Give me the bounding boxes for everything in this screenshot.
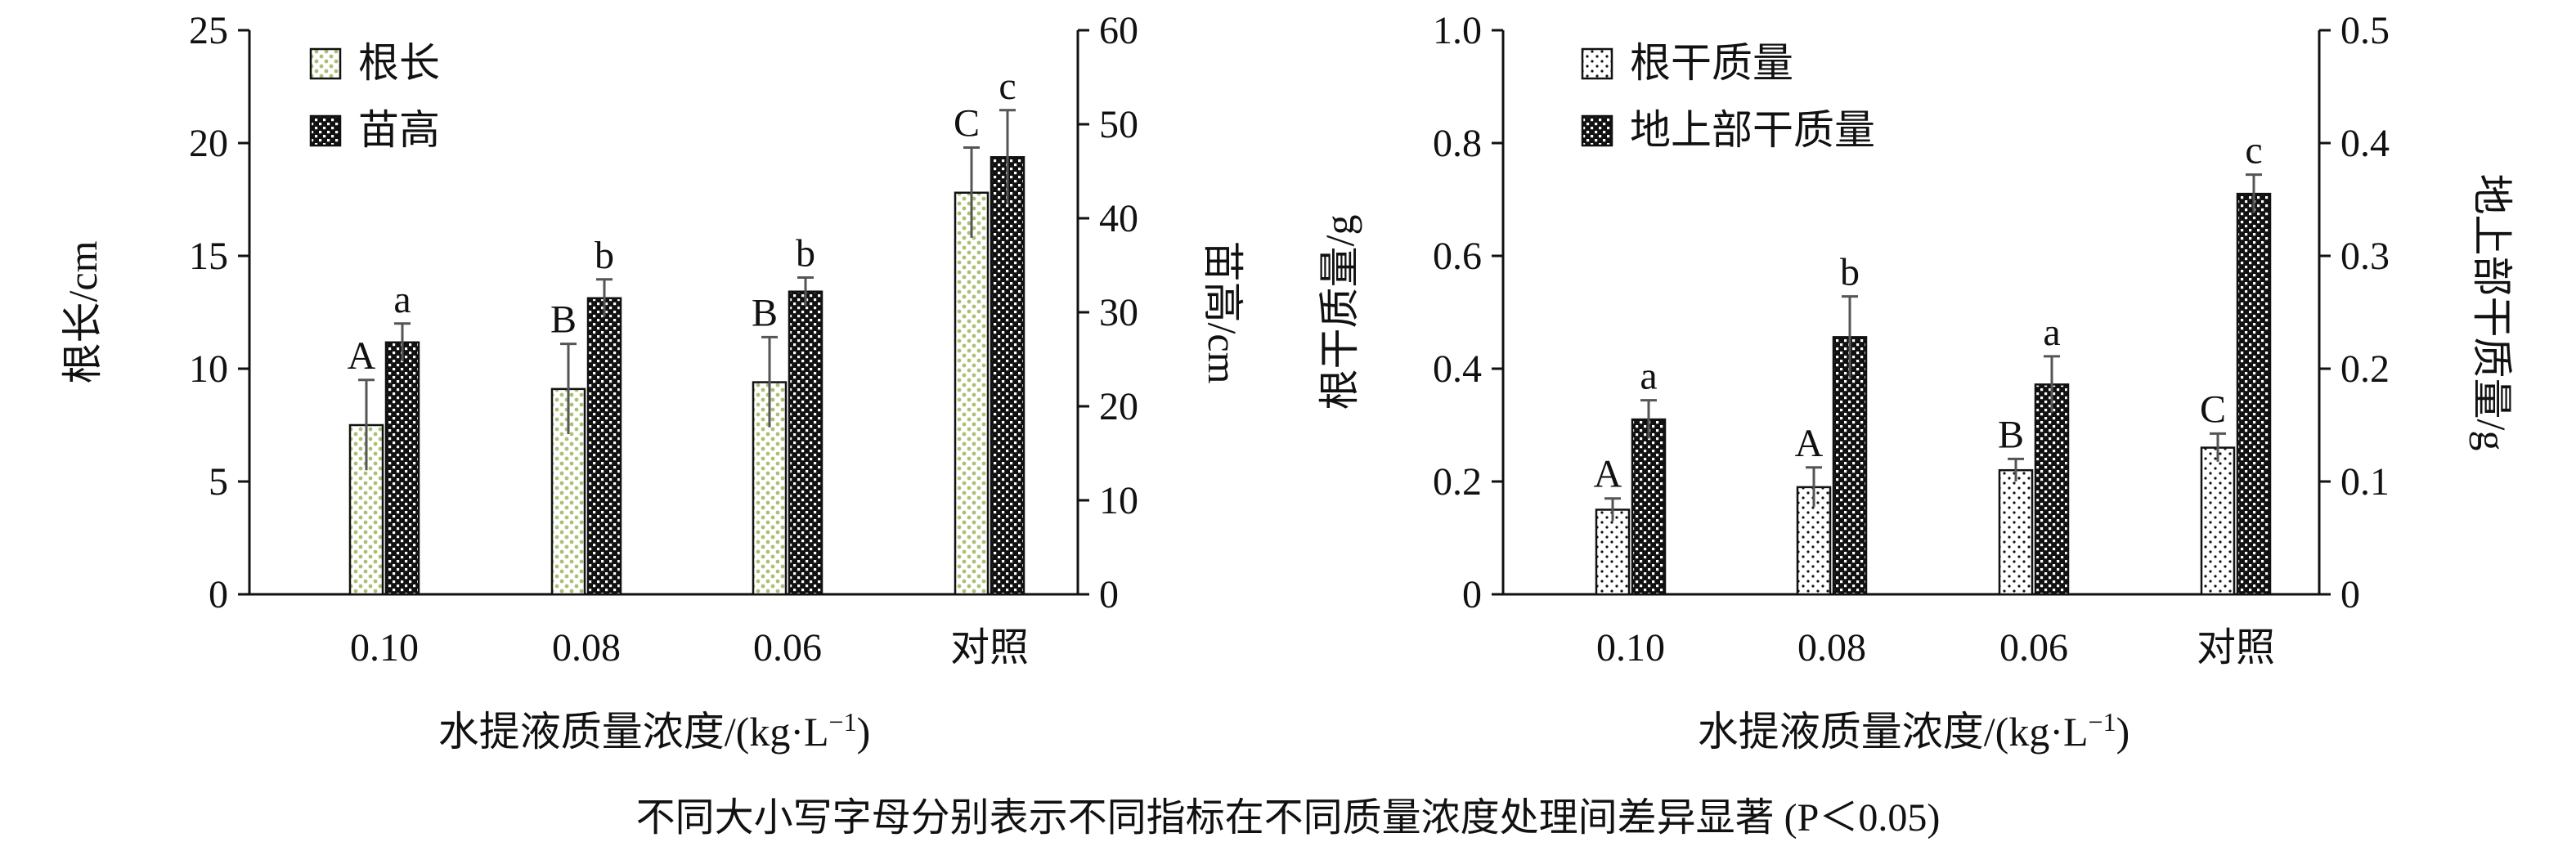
significance-letter: A — [1594, 453, 1622, 496]
bar — [1595, 508, 1631, 596]
x-tick-label: 对照 — [2197, 626, 2275, 670]
bar — [788, 290, 824, 596]
left-y-tick-label: 0 — [1462, 573, 1482, 616]
bar — [1832, 336, 1868, 596]
significance-letter: B — [1998, 413, 2024, 456]
left-y-tick-label: 10 — [189, 347, 228, 391]
x-tick-label: 0.06 — [753, 626, 822, 670]
right-y-tick-label: 0.1 — [2340, 460, 2390, 504]
right-y-tick-label: 60 — [1099, 9, 1138, 52]
bar — [990, 156, 1025, 596]
x-tick-label: 0.10 — [1596, 626, 1665, 670]
x-axis-title: 水提液质量浓度/(kg·L−1) — [1698, 707, 2129, 755]
bar — [348, 423, 384, 596]
significance-letter: b — [595, 234, 614, 277]
right-y-tick-label: 40 — [1099, 197, 1138, 240]
bar — [1631, 418, 1667, 596]
bar — [2236, 192, 2272, 596]
bar — [1998, 468, 2034, 596]
left-y-axis-title: 根长/cm — [60, 240, 105, 383]
left-y-tick-label: 0 — [209, 573, 228, 616]
legend-swatch — [1581, 114, 1613, 147]
legend-label: 地上部干质量 — [1630, 107, 1875, 153]
significance-letter: B — [550, 298, 577, 342]
bar — [2200, 446, 2236, 596]
legend-label: 根长 — [358, 40, 440, 86]
significance-letter: a — [1640, 355, 1657, 398]
right-y-tick-label: 0.3 — [2340, 235, 2390, 278]
right-y-tick-label: 0.4 — [2340, 122, 2390, 165]
legend-label: 根干质量 — [1630, 40, 1793, 86]
left-y-tick-label: 1.0 — [1433, 9, 1482, 52]
left-y-axis-title: 根干质量/g — [1317, 215, 1362, 410]
left-y-tick-label: 20 — [189, 122, 228, 165]
left-y-tick-label: 15 — [189, 235, 228, 278]
significance-letter: C — [954, 102, 980, 146]
bar — [2034, 383, 2070, 596]
left-y-tick-label: 25 — [189, 9, 228, 52]
right-y-axis-title: 苗高/cm — [1200, 241, 1245, 384]
bar — [586, 297, 622, 596]
figure-caption: 不同大小写字母分别表示不同指标在不同质量浓度处理间差异显著 (P＜0.05) — [635, 796, 1941, 840]
x-tick-label: 0.08 — [552, 626, 621, 670]
significance-letter: A — [1795, 422, 1824, 465]
right-y-tick-label: 0.5 — [2340, 9, 2390, 52]
significance-letter: c — [999, 65, 1016, 108]
significance-letter: b — [796, 231, 815, 275]
significance-letter: C — [2200, 387, 2226, 431]
left-y-tick-label: 0.2 — [1433, 460, 1482, 504]
x-tick-label: 0.06 — [1999, 626, 2068, 670]
root-length-seedling-height-chart: 0 5 10 15 20 25 0 10 20 30 40 50 60 0.10 0.08 0.06 对照 根长/… — [60, 9, 1245, 755]
significance-letter: A — [348, 334, 376, 378]
right-y-tick-label: 50 — [1099, 103, 1138, 146]
left-y-tick-label: 0.4 — [1433, 347, 1482, 391]
significance-letter: b — [1840, 251, 1860, 294]
right-y-tick-label: 0.2 — [2340, 347, 2390, 391]
left-y-tick-label: 0.8 — [1433, 122, 1482, 165]
legend-swatch — [309, 47, 342, 80]
legend-label: 苗高 — [358, 107, 440, 153]
right-y-tick-label: 0 — [1099, 573, 1119, 616]
significance-letter: a — [393, 278, 411, 321]
left-y-tick-label: 5 — [209, 460, 228, 504]
legend-swatch — [309, 114, 342, 147]
x-tick-label: 0.08 — [1797, 626, 1866, 670]
significance-letter: a — [2043, 311, 2060, 354]
significance-letter: c — [2245, 129, 2262, 172]
right-y-axis-title: 地上部干质量/g — [2469, 174, 2515, 451]
bar — [384, 341, 420, 596]
x-tick-label: 0.10 — [350, 626, 419, 670]
x-axis-title: 水提液质量浓度/(kg·L−1) — [438, 707, 870, 755]
root-shoot-dry-mass-chart: 0 0.2 0.4 0.6 0.8 1.0 0 0.1 0.2 0.3 0.4 0.5 0.10 0.08… — [1317, 9, 2515, 755]
left-y-tick-label: 0.6 — [1433, 235, 1482, 278]
bar — [954, 191, 990, 596]
x-tick-label: 对照 — [950, 626, 1029, 670]
legend-swatch — [1581, 47, 1613, 80]
right-y-tick-label: 10 — [1099, 479, 1138, 522]
right-y-tick-label: 30 — [1099, 291, 1138, 334]
right-y-tick-label: 0 — [2340, 573, 2360, 616]
significance-letter: B — [752, 291, 778, 334]
right-y-tick-label: 20 — [1099, 385, 1138, 428]
